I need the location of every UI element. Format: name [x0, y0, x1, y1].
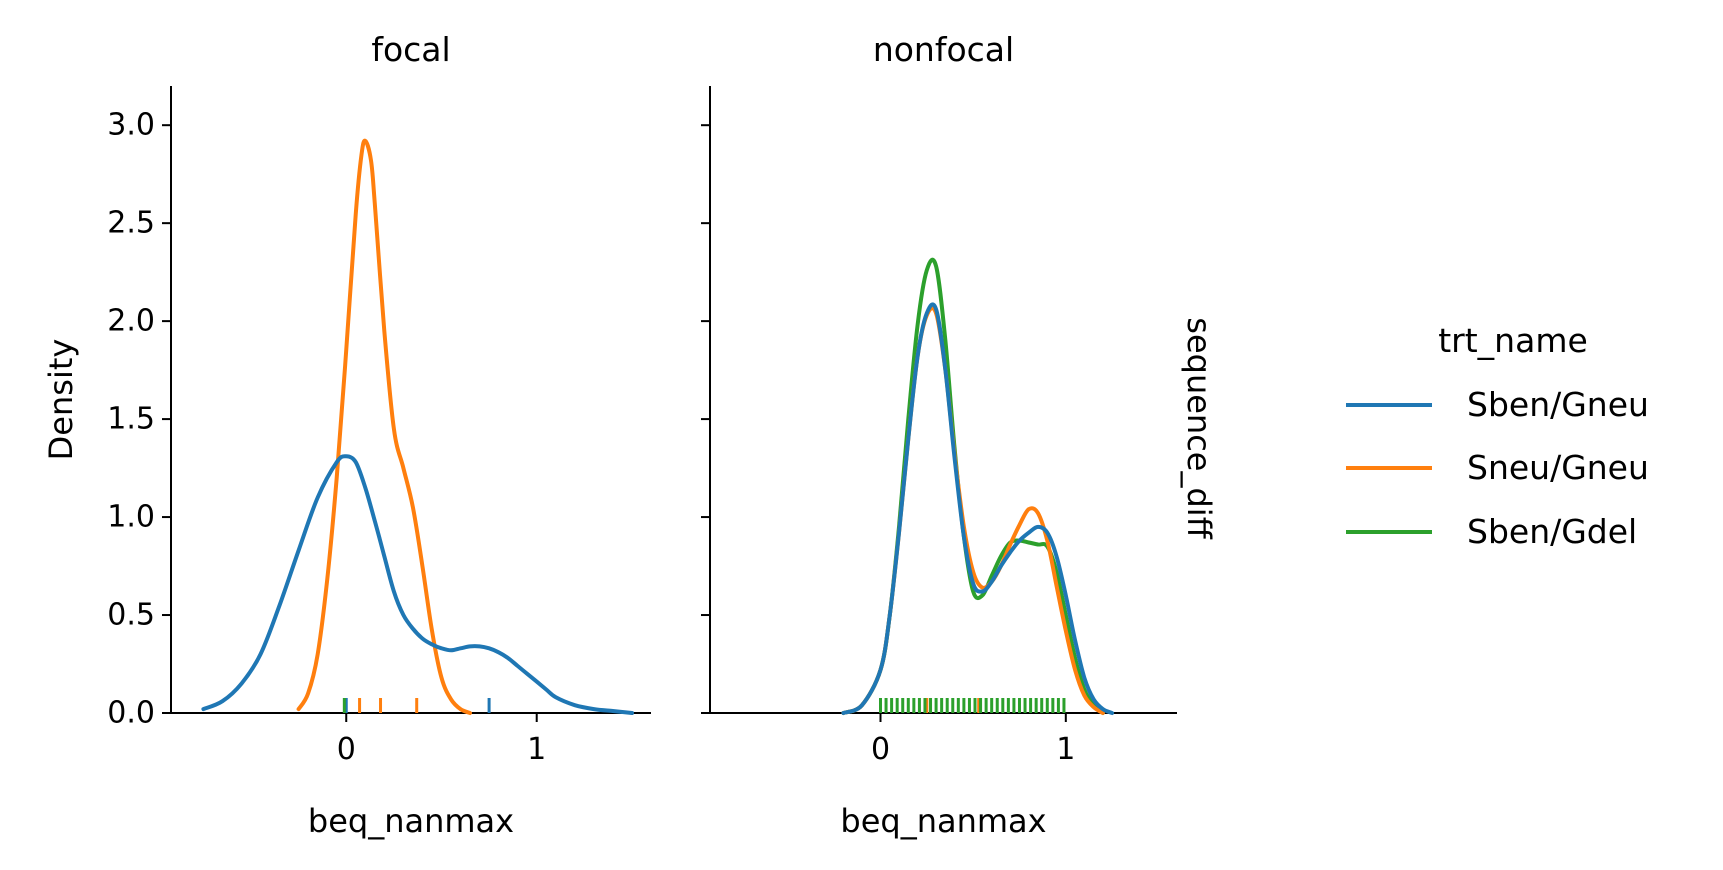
kde-line-sben-gdel	[841, 257, 1105, 715]
kde-line-sneu-gneu	[841, 305, 1105, 715]
legend-label: Sneu/Gneu	[1467, 448, 1649, 487]
panel-focal: focal 0.0 0.5 1.0 1.5 2.0 2.5 3.0 0 1 beq_nanmax De…	[42, 30, 651, 840]
x-axis-title: beq_nanmax	[308, 802, 514, 840]
legend-label: Sben/Gdel	[1467, 512, 1637, 551]
panel-title: focal	[371, 30, 450, 69]
legend-entry-sneu-gneu: Sneu/Gneu	[1346, 448, 1649, 487]
y-tick-label: 0.0	[107, 696, 155, 731]
kde-line-sneu-gneu	[296, 138, 472, 715]
y-tick-label: 0.5	[107, 598, 155, 633]
y-tick-label: 2.0	[107, 304, 155, 339]
kde-line-sben-gneu	[201, 454, 634, 715]
x-tick-label: 1	[527, 732, 546, 767]
x-axis-title: beq_nanmax	[840, 802, 1046, 840]
y-tick-label: 1.0	[107, 500, 155, 535]
panel-title: nonfocal	[873, 30, 1014, 69]
panel-nonfocal: nonfocal 0 1 beq_nanmax	[701, 30, 1177, 840]
y-tick-label: 3.0	[107, 108, 155, 143]
legend-title: trt_name	[1438, 321, 1588, 360]
y-tick-label: 2.5	[107, 206, 155, 241]
kde-line-sben-gneu	[841, 302, 1115, 715]
y-tick-label: 1.5	[107, 402, 155, 437]
legend: trt_name Sben/Gneu Sneu/Gneu Sben/Gdel	[1346, 321, 1649, 551]
legend-label: Sben/Gneu	[1467, 385, 1649, 424]
x-tick-label: 1	[1056, 732, 1075, 767]
legend-entry-sben-gdel: Sben/Gdel	[1346, 512, 1637, 551]
y-axis-title: Density	[42, 339, 80, 461]
x-tick-label: 0	[871, 732, 890, 767]
legend-entry-sben-gneu: Sben/Gneu	[1346, 385, 1649, 424]
x-tick-label: 0	[337, 732, 356, 767]
row-facet-label: sequence_diff	[1180, 317, 1218, 539]
